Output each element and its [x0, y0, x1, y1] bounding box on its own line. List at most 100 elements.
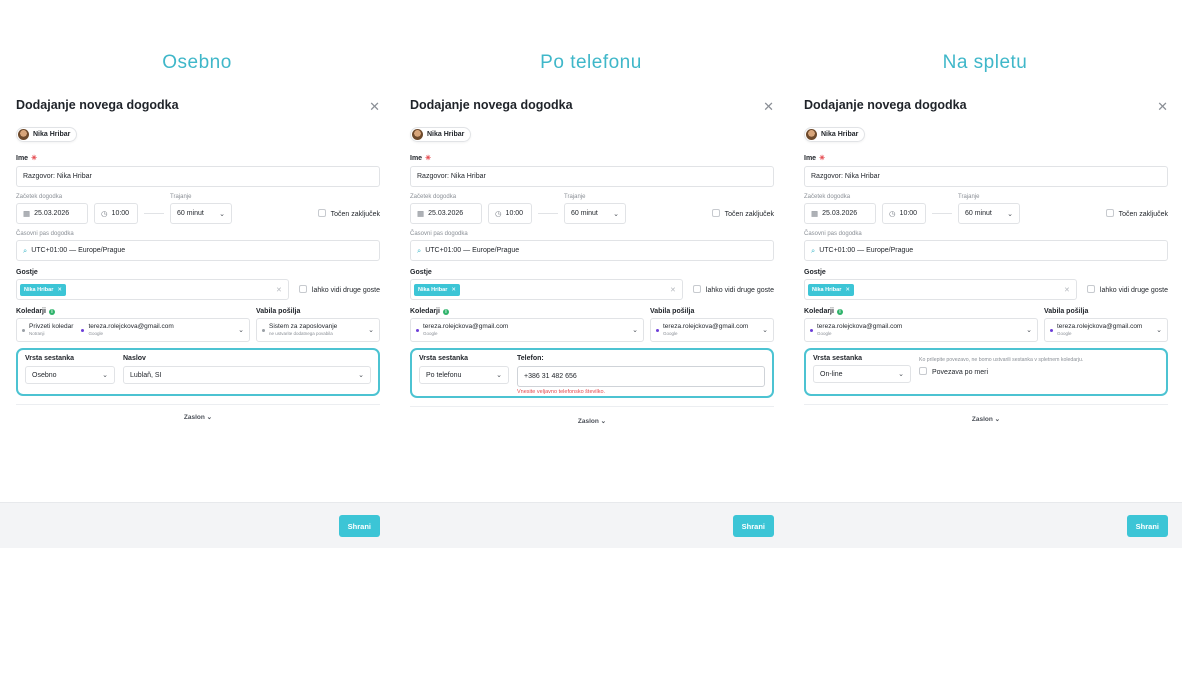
duration-select[interactable]: 60 minut ⌄: [958, 203, 1020, 224]
online-note: Ko prilepite povezavo, ne bomo ustvarili…: [919, 357, 1084, 363]
checkbox-box: [1086, 285, 1095, 293]
screen-toggle[interactable]: Zaslon ⌄: [16, 413, 380, 421]
save-button[interactable]: Shrani: [338, 515, 380, 537]
name-label: Ime: [410, 155, 423, 162]
time-input[interactable]: ◷ 10:00: [94, 203, 138, 224]
remove-icon[interactable]: ✕: [845, 286, 850, 293]
remove-icon[interactable]: ✕: [57, 286, 62, 293]
guest-tag-label: Nika Hribar: [812, 286, 842, 293]
guests-label: Gostje: [410, 269, 432, 276]
remove-icon[interactable]: ✕: [451, 286, 456, 293]
exact-end-label: Točen zaključek: [330, 211, 380, 218]
guests-see-checkbox[interactable]: lahko vidi druge goste: [1086, 285, 1168, 294]
calendars-label: Koledarji: [804, 308, 834, 315]
clear-icon[interactable]: ✕: [276, 286, 282, 294]
name-input[interactable]: Razgovor: Nika Hribar: [410, 166, 774, 187]
close-icon[interactable]: ✕: [369, 99, 380, 114]
duration-value: 60 minut: [965, 210, 992, 217]
phone-value: +386 31 482 656: [524, 373, 577, 380]
checkbox-box: [919, 367, 927, 375]
guests-input[interactable]: Nika Hribar ✕ ✕: [804, 279, 1077, 300]
close-icon[interactable]: ✕: [1157, 99, 1168, 114]
name-input[interactable]: Razgovor: Nika Hribar: [16, 166, 380, 187]
save-button[interactable]: Shrani: [732, 515, 774, 537]
guests-input[interactable]: Nika Hribar ✕ ✕: [410, 279, 683, 300]
calendar-entry: Privzeti koledar Notranji: [22, 323, 73, 337]
timezone-input[interactable]: ⌕ UTC+01:00 — Europe/Prague: [410, 240, 774, 261]
duration-value: 60 minut: [177, 210, 204, 217]
calendars-label-wrap: Koledarji i: [804, 308, 1038, 315]
date-input[interactable]: ▦ 25.03.2026: [804, 203, 876, 224]
chevron-down-icon: ⌄: [102, 372, 108, 379]
invites-select[interactable]: tereza.rolejckova@gmail.com Google ⌄: [650, 318, 774, 342]
invite-sender-name: tereza.rolejckova@gmail.com: [663, 323, 749, 330]
calendar-name: Privzeti koledar: [29, 323, 74, 330]
clear-icon[interactable]: ✕: [670, 286, 676, 294]
start-label: Začetek dogodka: [410, 194, 457, 200]
guest-tag[interactable]: Nika Hribar ✕: [808, 283, 854, 296]
calendar-source: Google: [423, 331, 438, 336]
clear-icon[interactable]: ✕: [1064, 286, 1070, 294]
name-label-wrap: Ime ✳: [410, 154, 774, 162]
guests-see-checkbox[interactable]: lahko vidi druge goste: [692, 285, 774, 294]
dialog-body: Dodajanje novega dogodka ✕ Nika Hribar I…: [788, 88, 1182, 502]
guest-tag[interactable]: Nika Hribar ✕: [414, 283, 460, 296]
search-icon: ⌕: [811, 245, 816, 255]
timezone-input[interactable]: ⌕ UTC+01:00 — Europe/Prague: [804, 240, 1168, 261]
clock-icon: ◷: [495, 209, 502, 218]
calendars-label-wrap: Koledarji i: [16, 308, 250, 315]
exact-end-checkbox[interactable]: Točen zaključek: [317, 209, 380, 218]
guests-label: Gostje: [804, 269, 826, 276]
guest-tag[interactable]: Nika Hribar ✕: [20, 283, 66, 296]
calendars-select[interactable]: Privzeti koledar Notranji tereza.rolejck…: [16, 318, 250, 342]
invite-color-dot: [656, 328, 659, 332]
duration-select[interactable]: 60 minut ⌄: [564, 203, 626, 224]
date-value: 25.03.2026: [822, 210, 858, 217]
address-select[interactable]: Lublaň, SI ⌄: [123, 366, 371, 384]
meeting-type-value: Osebno: [32, 371, 57, 379]
dialog-footer: Shrani: [788, 502, 1182, 548]
name-label-wrap: Ime ✳: [16, 154, 380, 162]
range-divider: [144, 213, 164, 214]
exact-end-checkbox[interactable]: Točen zaključek: [1105, 209, 1168, 218]
duration-select[interactable]: 60 minut ⌄: [170, 203, 232, 224]
meeting-type-select[interactable]: Po telefonu ⌄: [419, 366, 509, 384]
timezone-input[interactable]: ⌕ UTC+01:00 — Europe/Prague: [16, 240, 380, 261]
exact-end-checkbox[interactable]: Točen zaključek: [711, 209, 774, 218]
date-input[interactable]: ▦ 25.03.2026: [410, 203, 482, 224]
user-chip[interactable]: Nika Hribar: [410, 127, 472, 142]
time-input[interactable]: ◷ 10:00: [882, 203, 926, 224]
event-dialog: Dodajanje novega dogodka ✕ Nika Hribar I…: [788, 88, 1182, 548]
calendars-select[interactable]: tereza.rolejckova@gmail.com Google ⌄: [804, 318, 1038, 342]
screen-toggle[interactable]: Zaslon ⌄: [804, 415, 1168, 423]
chevron-down-icon: ⌄: [238, 327, 244, 334]
dialog-header: Dodajanje novega dogodka ✕: [804, 88, 1168, 124]
custom-link-checkbox[interactable]: Povezava po meri: [919, 367, 1159, 376]
save-button[interactable]: Shrani: [1126, 515, 1168, 537]
info-icon: i: [836, 309, 843, 315]
invites-select[interactable]: Sistem za zaposlovanje ne ustvarite doda…: [256, 318, 380, 342]
calendars-select[interactable]: tereza.rolejckova@gmail.com Google ⌄: [410, 318, 644, 342]
meeting-type-select[interactable]: On-line ⌄: [813, 365, 911, 383]
clock-icon: ◷: [101, 209, 108, 218]
user-chip[interactable]: Nika Hribar: [16, 127, 78, 142]
screen-toggle[interactable]: Zaslon ⌄: [410, 417, 774, 425]
meeting-type-select[interactable]: Osebno ⌄: [25, 366, 115, 384]
date-input[interactable]: ▦ 25.03.2026: [16, 203, 88, 224]
guests-input[interactable]: Nika Hribar ✕ ✕: [16, 279, 289, 300]
guests-see-checkbox[interactable]: lahko vidi druge goste: [298, 285, 380, 294]
avatar: [412, 129, 423, 140]
timezone-value: UTC+01:00 — Europe/Prague: [819, 247, 914, 254]
close-icon[interactable]: ✕: [763, 99, 774, 114]
name-value: Razgovor: Nika Hribar: [23, 173, 92, 180]
name-input[interactable]: Razgovor: Nika Hribar: [804, 166, 1168, 187]
meeting-type-label: Vrsta sestanka: [419, 355, 469, 362]
phone-input[interactable]: +386 31 482 656: [517, 366, 765, 387]
user-chip[interactable]: Nika Hribar: [804, 127, 866, 142]
time-input[interactable]: ◷ 10:00: [488, 203, 532, 224]
chevron-down-icon: ⌄: [1026, 327, 1032, 334]
invite-sender-name: Sistem za zaposlovanje: [269, 323, 338, 330]
guests-see-label: lahko vidi druge goste: [311, 287, 380, 294]
invites-select[interactable]: tereza.rolejckova@gmail.com Google ⌄: [1044, 318, 1168, 342]
